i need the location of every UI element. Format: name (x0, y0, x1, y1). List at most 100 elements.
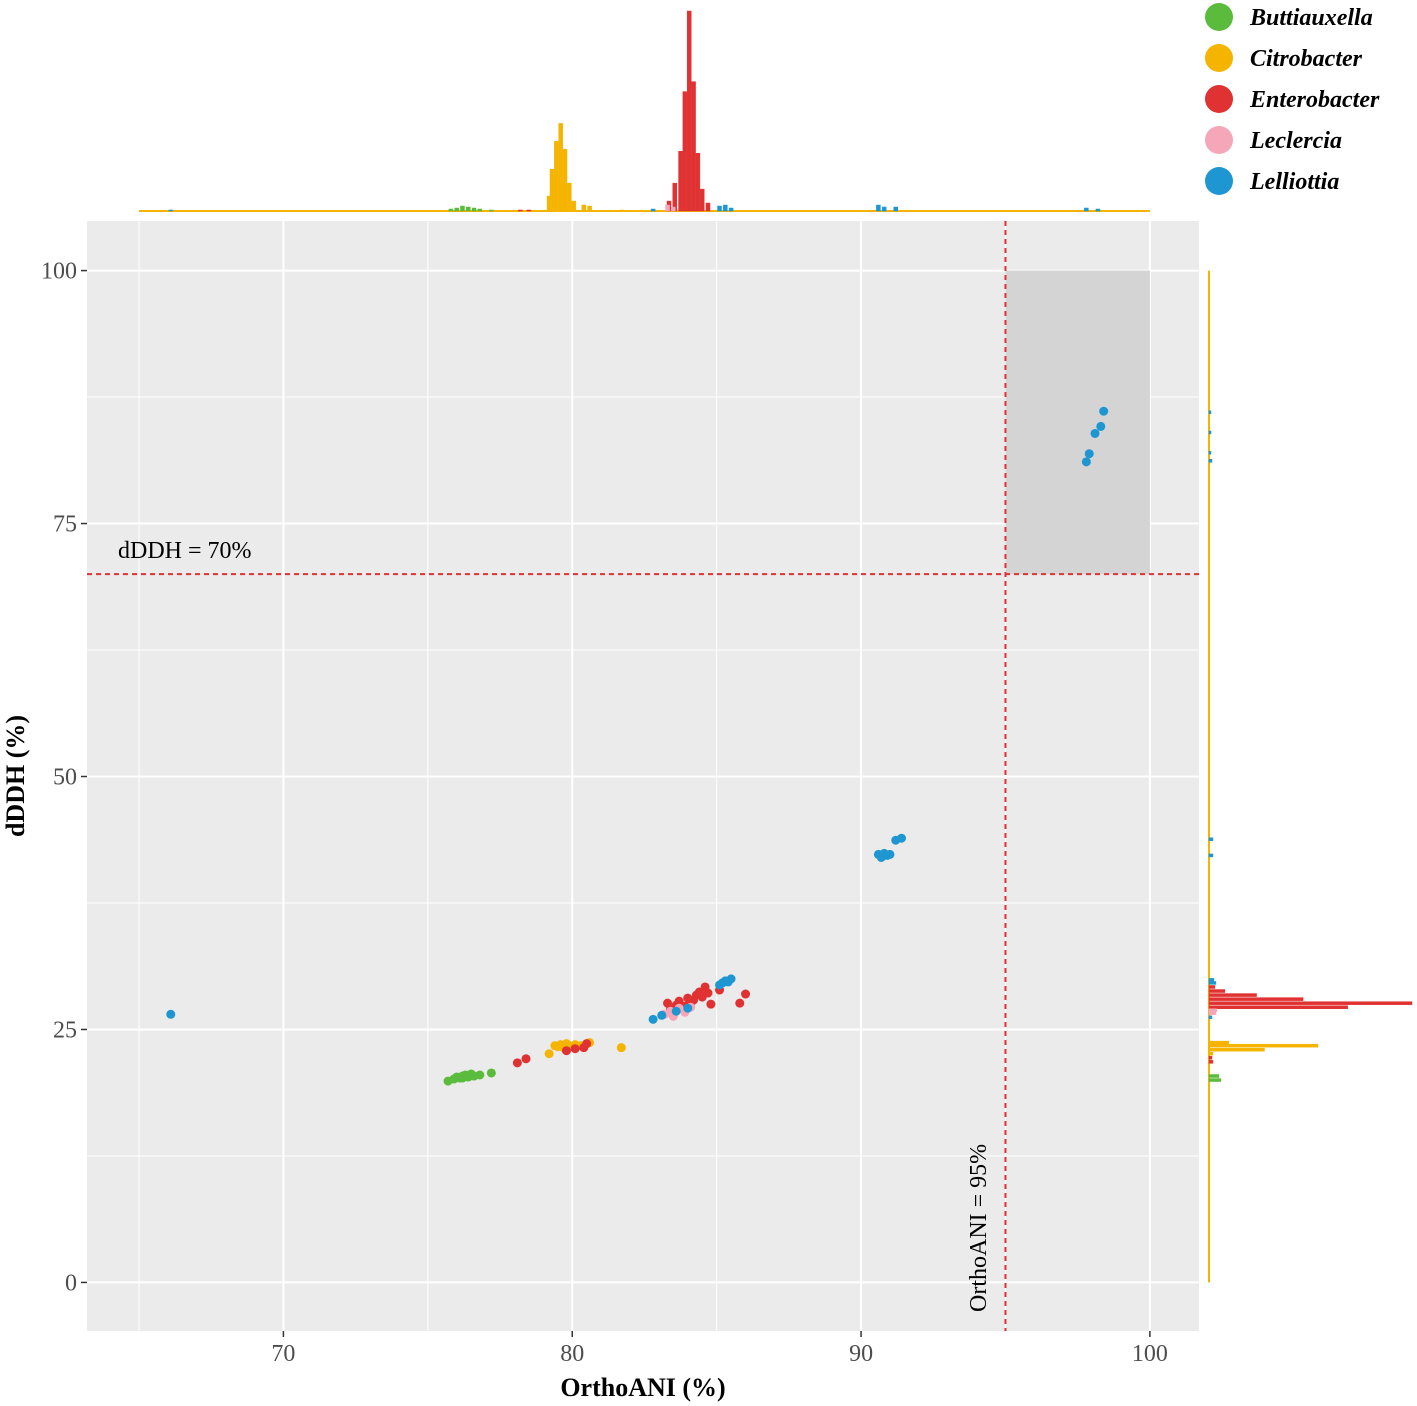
right-bar-lelliottia-3 (1208, 853, 1214, 858)
top-bar-citrobacter-4 (562, 149, 568, 212)
top-bar-enterobacter-10 (705, 202, 711, 212)
top-bar-buttiauxella-5 (477, 208, 483, 212)
top-bar-enterobacter-6 (686, 10, 692, 212)
top-bar-lelliottia-2 (717, 205, 722, 212)
point-lelliottia-20 (1096, 421, 1106, 431)
y-axis-title: dDDH (%) (1, 715, 30, 837)
top-bar-buttiauxella-6 (489, 209, 494, 212)
top-bar-enterobacter-8 (695, 153, 701, 212)
legend: Buttiauxella Citrobacter Enterobacter Le… (1205, 3, 1380, 195)
top-bar-citrobacter-9 (619, 209, 624, 212)
top-bar-lelliottia-3 (723, 204, 728, 212)
right-bar-buttiauxella-0 (1208, 1078, 1222, 1082)
legend-label-buttiauxella: Buttiauxella (1249, 5, 1373, 31)
right-bar-leclercia-0 (1208, 1011, 1217, 1016)
point-citrobacter-12 (616, 1043, 626, 1053)
plot-panel (87, 221, 1199, 1331)
top-bar-buttiauxella-1 (454, 207, 459, 212)
point-lelliottia-14 (885, 849, 895, 859)
top-bar-lelliottia-0 (168, 209, 174, 212)
point-enterobacter-18 (703, 988, 713, 998)
point-lelliottia-4 (683, 1003, 693, 1013)
data-marks (166, 406, 1109, 1086)
right-marginal-histogram (1208, 270, 1413, 1283)
top-bar-buttiauxella-0 (448, 208, 454, 212)
point-lelliottia-3 (671, 1006, 681, 1016)
top-bar-leclercia-1 (671, 206, 676, 212)
right-bar-enterobacter-7 (1208, 985, 1216, 989)
top-bar-citrobacter-5 (567, 182, 572, 212)
right-bar-citrobacter-1 (1208, 1047, 1265, 1052)
right-bar-enterobacter-6 (1208, 989, 1226, 993)
top-bar-citrobacter-2 (554, 141, 559, 212)
x-tick-label-100: 100 (1132, 1341, 1168, 1367)
legend-label-leclercia: Leclercia (1249, 128, 1342, 154)
point-buttiauxella-11 (486, 1068, 496, 1078)
point-lelliottia-1 (648, 1014, 658, 1024)
point-buttiauxella-10 (475, 1070, 485, 1080)
right-bar-leclercia-1 (1208, 1008, 1218, 1012)
x-tick-label-80: 80 (560, 1341, 584, 1367)
point-enterobacter-21 (735, 998, 745, 1008)
top-bar-enterobacter-7 (691, 81, 696, 212)
right-bar-lelliottia-0 (1208, 1015, 1213, 1020)
y-tick-label-100: 100 (41, 259, 77, 285)
legend-swatch-citrobacter (1205, 44, 1233, 72)
right-bar-enterobacter-4 (1208, 997, 1304, 1001)
top-bar-citrobacter-1 (549, 168, 555, 212)
point-enterobacter-19 (706, 999, 716, 1009)
x-tick-label-70: 70 (271, 1341, 295, 1367)
legend-label-lelliottia: Lelliottia (1249, 169, 1339, 195)
y-tick-label-0: 0 (65, 1270, 77, 1296)
top-bar-lelliottia-5 (876, 204, 881, 212)
point-buttiauxella-9 (457, 1073, 467, 1083)
right-bar-enterobacter-0 (1208, 1060, 1214, 1064)
point-enterobacter-9 (674, 996, 684, 1006)
right-bar-lelliottia-2 (1208, 978, 1215, 982)
top-bar-enterobacter-0 (517, 209, 523, 212)
top-bar-enterobacter-1 (526, 209, 532, 212)
ddh-threshold-label: dDDH = 70% (118, 538, 252, 564)
top-bar-lelliottia-6 (881, 206, 887, 212)
point-lelliottia-16 (897, 833, 907, 843)
top-bar-leclercia-0 (665, 204, 670, 212)
point-enterobacter-0 (512, 1058, 522, 1068)
y-tick-label-50: 50 (53, 765, 77, 791)
point-enterobacter-5 (582, 1039, 592, 1049)
y-tick-label-75: 75 (53, 512, 77, 538)
right-bar-citrobacter-2 (1208, 1043, 1319, 1048)
point-lelliottia-19 (1090, 428, 1100, 438)
point-enterobacter-2 (561, 1046, 571, 1056)
legend-label-citrobacter: Citrobacter (1250, 46, 1363, 72)
right-bar-citrobacter-3 (1208, 1040, 1230, 1045)
legend-swatch-lelliottia (1205, 167, 1233, 195)
x-axis-title: OrthoANI (%) (560, 1373, 725, 1402)
top-bar-citrobacter-7 (581, 204, 587, 212)
right-bar-enterobacter-3 (1208, 1001, 1413, 1005)
top-bar-buttiauxella-2 (460, 205, 465, 212)
right-bar-lelliottia-6 (1208, 450, 1212, 455)
top-bar-citrobacter-6 (571, 200, 576, 212)
point-lelliottia-0 (166, 1009, 176, 1019)
top-bar-enterobacter-9 (699, 188, 705, 212)
point-lelliottia-21 (1099, 406, 1109, 416)
legend-swatch-buttiauxella (1205, 3, 1233, 31)
right-bar-enterobacter-2 (1208, 1005, 1348, 1009)
right-bar-lelliottia-5 (1208, 459, 1213, 463)
ani-threshold-label: OrthoANI = 95% (966, 1144, 992, 1312)
right-bar-buttiauxella-1 (1208, 1074, 1220, 1078)
top-bar-buttiauxella-3 (466, 206, 471, 212)
top-bar-lelliottia-4 (728, 207, 734, 212)
right-bar-lelliottia-1 (1208, 981, 1217, 985)
y-tick-label-25: 25 (53, 1017, 77, 1043)
top-marginal-histogram (138, 10, 1150, 212)
right-bar-lelliottia-8 (1208, 410, 1212, 414)
point-lelliottia-2 (657, 1010, 667, 1020)
legend-label-enterobacter: Enterobacter (1249, 87, 1380, 113)
top-bar-lelliottia-8 (1084, 207, 1089, 212)
top-bar-lelliottia-7 (893, 206, 898, 212)
point-lelliottia-17 (1081, 457, 1091, 467)
point-enterobacter-1 (521, 1054, 531, 1064)
top-bar-lelliottia-9 (1095, 208, 1101, 212)
top-bar-enterobacter-5 (682, 91, 688, 212)
